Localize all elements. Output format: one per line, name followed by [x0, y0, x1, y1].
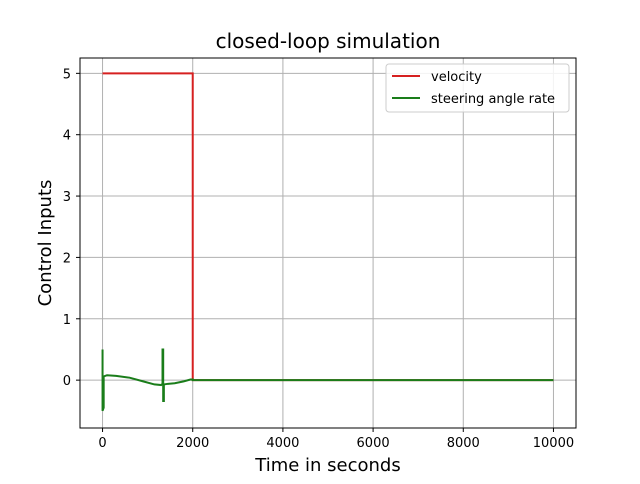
series-layer	[101, 72, 554, 412]
x-tick-label: 2000	[176, 436, 209, 451]
x-tick-label: 4000	[266, 436, 299, 451]
legend-label-velocity: velocity	[431, 70, 482, 85]
chart-title: closed-loop simulation	[216, 29, 441, 53]
x-axis-title: Time in seconds	[254, 455, 400, 476]
plot-frame	[79, 57, 577, 429]
y-tick-label: 1	[63, 313, 71, 328]
series-line-steering-angle-rate	[101, 348, 554, 412]
y-tick-label: 2	[63, 251, 71, 266]
x-tick-label: 0	[98, 436, 106, 451]
y-tick-label: 5	[63, 67, 71, 82]
x-tick-label: 6000	[357, 436, 390, 451]
x-tick-label: 8000	[447, 436, 480, 451]
y-tick-label: 0	[63, 374, 71, 389]
tick-layer: 0 2000 4000 6000 8000 10000 0 1 2 3 4 5	[63, 67, 574, 451]
y-tick-label: 3	[63, 190, 71, 205]
x-tick-label: 10000	[533, 436, 574, 451]
legend-box	[385, 63, 570, 113]
y-tick-label: 4	[63, 129, 71, 144]
legend: velocity steering angle rate	[385, 63, 570, 113]
plot-area	[80, 58, 576, 428]
legend-label-steering-angle-rate: steering angle rate	[431, 92, 555, 107]
y-axis-title: Control Inputs	[35, 180, 56, 307]
